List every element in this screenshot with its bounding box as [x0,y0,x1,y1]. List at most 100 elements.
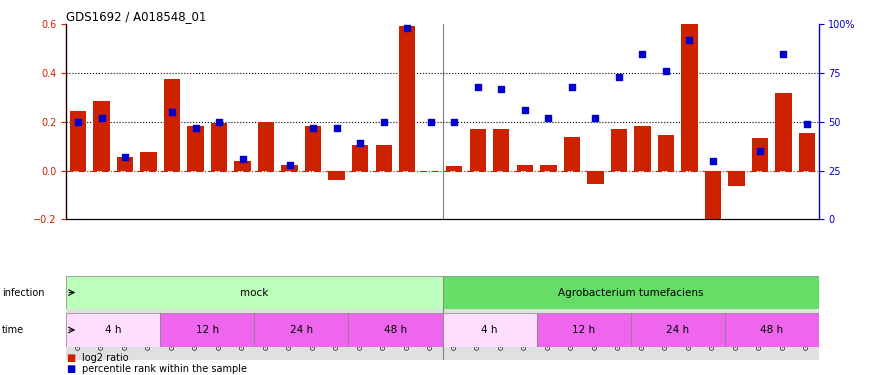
Text: GSM94197: GSM94197 [358,312,363,350]
Point [635,51,650,57]
Bar [258,122,274,171]
Point [424,119,438,125]
Text: Agrobacterium tumefaciens: Agrobacterium tumefaciens [558,288,704,297]
Bar [160,313,255,347]
Bar [798,133,815,171]
Point [282,162,296,168]
Bar [725,313,819,347]
Text: GSM94150: GSM94150 [498,312,504,350]
Bar [188,126,204,171]
Text: GSM94153: GSM94153 [569,312,574,350]
Point [95,115,109,121]
Text: GSM94200: GSM94200 [427,312,434,350]
Bar [66,313,160,347]
Text: 48 h: 48 h [384,325,407,335]
Text: GSM94199: GSM94199 [404,312,411,350]
Text: GSM94191: GSM94191 [216,312,222,350]
Point [589,115,603,121]
Point [306,125,320,131]
Bar [281,165,298,171]
Text: GSM94184: GSM94184 [781,312,787,350]
Bar [399,26,415,171]
Text: 24 h: 24 h [290,325,313,335]
Text: GSM94185: GSM94185 [804,312,810,350]
Bar [375,145,392,171]
Point [705,158,720,164]
Text: GSM94186: GSM94186 [75,312,81,350]
Text: GSM94183: GSM94183 [757,312,763,350]
Text: GSM94195: GSM94195 [311,312,316,350]
Text: GSM94198: GSM94198 [381,312,387,350]
Text: GSM94180: GSM94180 [687,312,692,350]
Text: GSM94188: GSM94188 [122,312,128,350]
Bar [704,171,721,251]
Text: GSM94154: GSM94154 [592,312,598,350]
Text: GSM94194: GSM94194 [287,312,293,350]
Bar [255,313,349,347]
Text: GSM94159: GSM94159 [639,312,645,350]
Bar [728,171,744,186]
Bar [352,145,368,171]
Point [800,121,814,127]
Text: percentile rank within the sample: percentile rank within the sample [82,364,247,374]
Text: GSM94179: GSM94179 [663,312,669,350]
Bar [630,313,725,347]
Point [658,68,673,74]
Bar [141,152,157,171]
Text: GSM94152: GSM94152 [545,312,551,350]
Point [71,119,85,125]
Point [494,86,508,92]
Bar [66,276,442,309]
Bar [681,20,697,171]
Text: 4 h: 4 h [105,325,121,335]
Bar [658,135,674,171]
Bar [117,157,134,171]
Bar [611,129,627,171]
Bar [493,129,510,171]
Bar [442,276,819,309]
Point [542,115,556,121]
Bar [211,123,227,171]
Bar [305,126,321,171]
Text: GSM94076: GSM94076 [451,312,458,350]
Text: GSM94181: GSM94181 [710,312,716,350]
Bar [164,79,181,171]
Bar [564,136,580,171]
Bar [235,161,251,171]
Point [377,119,391,125]
Text: GSM94158: GSM94158 [616,312,622,350]
Point [447,119,461,125]
Text: GSM94201: GSM94201 [146,312,151,350]
Text: log2 ratio: log2 ratio [82,353,129,363]
Point [776,51,790,57]
Point [753,148,767,154]
Bar [540,165,557,171]
Point [471,84,485,90]
Point [235,156,250,162]
Point [400,25,414,31]
Text: GSM94192: GSM94192 [240,312,246,350]
Bar [751,138,768,171]
Bar [517,165,533,171]
Text: GSM94193: GSM94193 [263,312,269,350]
Text: GSM94190: GSM94190 [193,312,198,350]
Text: GDS1692 / A018548_01: GDS1692 / A018548_01 [66,10,207,23]
Text: ■: ■ [66,353,75,363]
Bar [70,111,87,171]
Text: time: time [2,325,24,335]
Point [565,84,579,90]
Text: 4 h: 4 h [481,325,497,335]
Bar [536,313,630,347]
Point [118,154,132,160]
Bar [442,313,536,347]
Point [518,107,532,113]
Text: GSM94196: GSM94196 [334,312,340,350]
Point [189,125,203,131]
Bar [470,129,486,171]
Text: 24 h: 24 h [666,325,689,335]
Bar [446,166,463,171]
Text: GSM94189: GSM94189 [169,312,175,350]
Point [212,119,227,125]
Bar [349,313,442,347]
Point [682,37,696,43]
